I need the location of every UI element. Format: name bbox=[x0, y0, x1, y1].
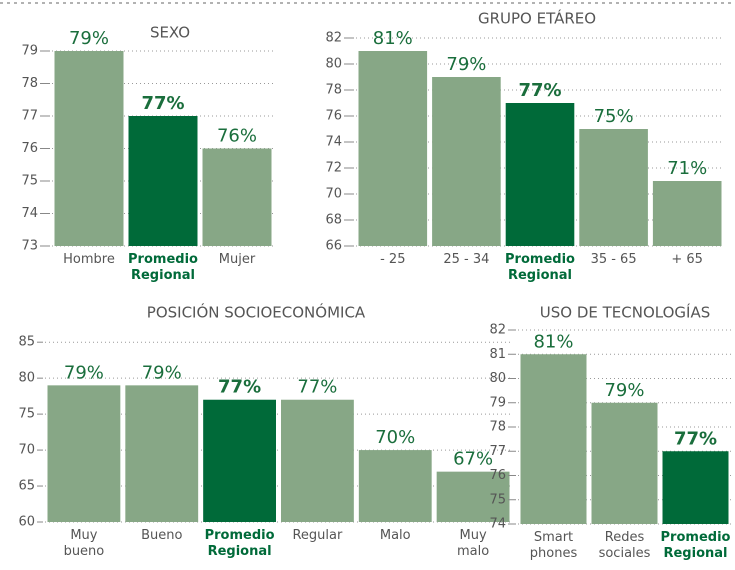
data-label: 81% bbox=[373, 28, 413, 49]
bar bbox=[128, 116, 198, 246]
y-tick-label: 76 bbox=[325, 109, 342, 124]
y-tick-label: 79 bbox=[21, 44, 38, 59]
y-tick-label: 80 bbox=[18, 371, 35, 386]
y-tick-label: 85 bbox=[18, 335, 35, 350]
y-tick-label: 80 bbox=[489, 371, 506, 386]
y-tick-label: 65 bbox=[18, 479, 35, 494]
y-tick-label: 77 bbox=[489, 444, 506, 459]
data-label: 79% bbox=[69, 28, 109, 49]
bar bbox=[202, 148, 272, 246]
x-tick-label: Muy malo bbox=[456, 528, 490, 559]
bar bbox=[505, 103, 575, 246]
bar bbox=[47, 385, 121, 522]
bar bbox=[281, 399, 354, 522]
x-tick-label: 35 - 65 bbox=[590, 252, 637, 267]
data-label: 79% bbox=[446, 54, 486, 75]
bar bbox=[652, 181, 722, 246]
y-tick-label: 60 bbox=[18, 515, 35, 530]
data-label: 76% bbox=[217, 126, 257, 147]
y-tick-label: 73 bbox=[21, 239, 38, 254]
x-tick-label: Muy bueno bbox=[63, 528, 105, 559]
y-tick-label: 75 bbox=[489, 492, 506, 507]
chart-title: GRUPO ETÁREO bbox=[478, 9, 596, 28]
x-tick-label: Promedio Regional bbox=[128, 252, 198, 283]
x-tick-label: Regular bbox=[292, 528, 343, 543]
y-tick-label: 81 bbox=[489, 347, 506, 362]
y-tick-label: 74 bbox=[489, 517, 506, 532]
bar bbox=[358, 51, 428, 246]
x-tick-label: Malo bbox=[379, 528, 411, 543]
bar bbox=[579, 129, 648, 246]
chart-title: SEXO bbox=[150, 24, 190, 42]
data-label: 67% bbox=[453, 449, 493, 470]
data-label: 81% bbox=[533, 331, 573, 352]
x-tick-label: Promedio Regional bbox=[660, 530, 731, 561]
y-tick-label: 76 bbox=[21, 141, 38, 156]
x-tick-label: 25 - 34 bbox=[443, 252, 490, 267]
y-tick-label: 70 bbox=[18, 443, 35, 458]
data-label: 77% bbox=[297, 377, 337, 398]
y-tick-label: 76 bbox=[489, 468, 506, 483]
data-label: 77% bbox=[518, 80, 561, 101]
data-label: 70% bbox=[375, 427, 415, 448]
data-label: 79% bbox=[142, 362, 182, 383]
bar bbox=[203, 399, 276, 522]
x-tick-label: Promedio Regional bbox=[204, 528, 275, 559]
y-tick-label: 68 bbox=[325, 213, 342, 228]
bar bbox=[436, 471, 510, 522]
y-tick-label: 74 bbox=[325, 135, 342, 150]
x-tick-label: Promedio Regional bbox=[505, 252, 575, 283]
data-label: 79% bbox=[604, 380, 644, 401]
y-tick-label: 80 bbox=[325, 57, 342, 72]
x-tick-label: Hombre bbox=[63, 252, 115, 267]
x-tick-label: Smart phones bbox=[529, 530, 578, 561]
data-label: 77% bbox=[674, 428, 717, 449]
x-tick-label: - 25 bbox=[380, 252, 406, 267]
bar bbox=[662, 451, 729, 524]
x-tick-label: Redes sociales bbox=[598, 530, 651, 561]
y-tick-label: 66 bbox=[325, 239, 342, 254]
bar bbox=[125, 385, 199, 522]
chart-title: USO DE TECNOLOGÍAS bbox=[540, 303, 710, 322]
y-tick-label: 79 bbox=[489, 395, 506, 410]
x-tick-label: + 65 bbox=[671, 252, 703, 267]
bar bbox=[358, 450, 432, 522]
data-label: 77% bbox=[141, 93, 184, 114]
x-tick-label: Bueno bbox=[141, 528, 183, 543]
data-label: 75% bbox=[594, 106, 634, 127]
y-tick-label: 82 bbox=[489, 323, 506, 338]
y-tick-label: 82 bbox=[325, 31, 342, 46]
y-tick-label: 75 bbox=[21, 174, 38, 189]
bar bbox=[54, 51, 124, 246]
y-tick-label: 75 bbox=[18, 407, 35, 422]
chart-title: POSICIÓN SOCIOECONÓMICA bbox=[147, 303, 366, 322]
y-tick-label: 72 bbox=[325, 161, 342, 176]
y-tick-label: 78 bbox=[489, 420, 506, 435]
bar bbox=[591, 402, 658, 524]
bar bbox=[520, 354, 587, 524]
y-tick-label: 78 bbox=[325, 83, 342, 98]
data-label: 79% bbox=[64, 362, 104, 383]
y-tick-label: 77 bbox=[21, 109, 38, 124]
y-tick-label: 70 bbox=[325, 187, 342, 202]
data-label: 77% bbox=[218, 377, 261, 398]
bar bbox=[432, 77, 501, 246]
data-label: 71% bbox=[667, 158, 707, 179]
y-tick-label: 74 bbox=[21, 206, 38, 221]
y-tick-label: 78 bbox=[21, 76, 38, 91]
x-tick-label: Mujer bbox=[218, 252, 256, 267]
